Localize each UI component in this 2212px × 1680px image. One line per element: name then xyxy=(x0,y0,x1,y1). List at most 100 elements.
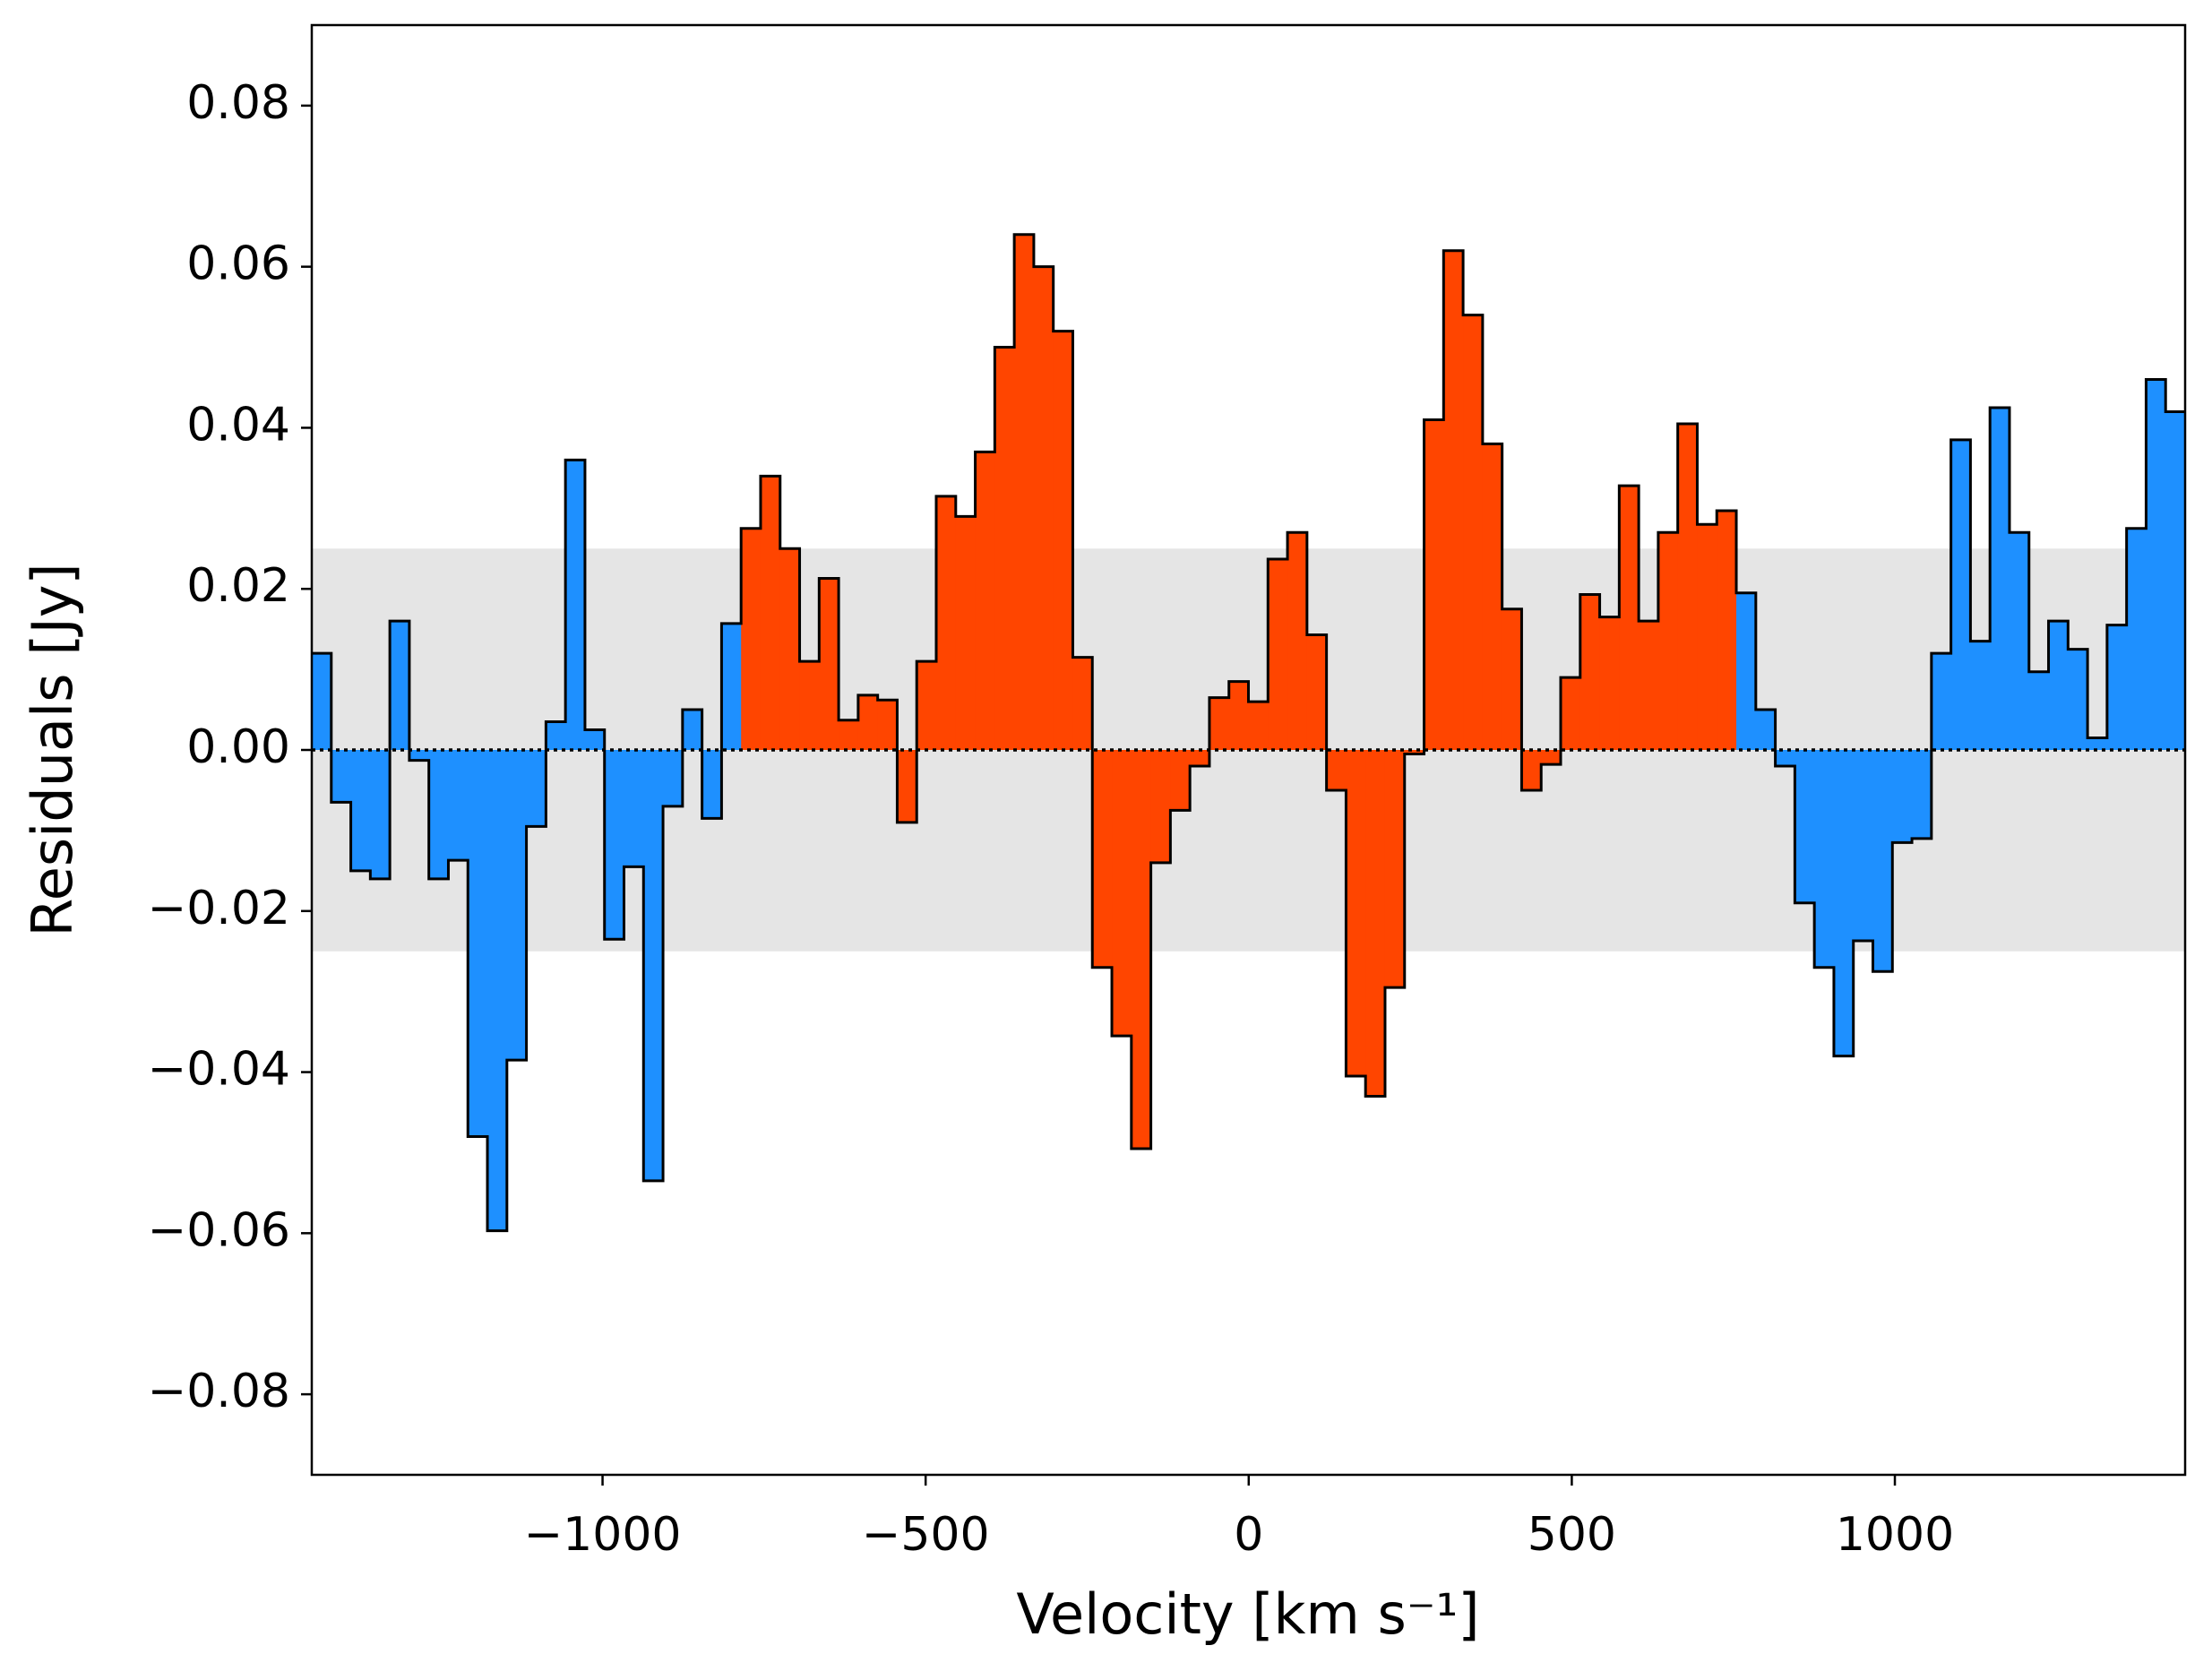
bar xyxy=(1170,750,1191,811)
y-tick-label: 0.08 xyxy=(186,76,290,130)
bar xyxy=(1990,407,2010,750)
bar xyxy=(1775,750,1795,766)
bar xyxy=(1755,710,1777,750)
y-tick-label: 0.02 xyxy=(186,559,290,613)
y-axis-label: Residuals [Jy] xyxy=(20,563,85,936)
bar xyxy=(1287,532,1308,750)
bar xyxy=(468,750,488,1137)
bar xyxy=(799,661,820,750)
bar xyxy=(2087,737,2108,750)
bar xyxy=(1970,641,1991,750)
bar xyxy=(975,452,995,750)
bar xyxy=(546,721,566,750)
x-tick-label: 1000 xyxy=(1836,1508,1954,1562)
bar xyxy=(1443,250,1464,750)
bar xyxy=(1599,616,1620,750)
bar xyxy=(390,621,410,750)
bar xyxy=(331,750,352,803)
bar xyxy=(663,750,684,806)
y-tick-label: 0.04 xyxy=(186,398,290,452)
bar xyxy=(1814,750,1835,968)
bar xyxy=(1326,750,1347,790)
bar xyxy=(1892,750,1913,843)
bar xyxy=(877,700,899,750)
bar xyxy=(897,750,917,823)
bar xyxy=(917,661,937,750)
x-tick-label: 0 xyxy=(1234,1508,1263,1562)
bar xyxy=(1717,511,1737,750)
bar xyxy=(1072,657,1093,750)
bar xyxy=(1228,681,1250,750)
y-tick-label: 0.06 xyxy=(186,237,290,291)
plot-area xyxy=(312,233,2185,1233)
bar xyxy=(624,750,644,867)
bar xyxy=(1502,608,1523,750)
bar xyxy=(350,750,371,871)
bar xyxy=(1424,419,1444,750)
bar xyxy=(1053,331,1074,750)
bar xyxy=(2126,528,2147,750)
bar xyxy=(1384,750,1406,988)
bar xyxy=(1872,750,1893,972)
bar xyxy=(936,495,957,750)
bar xyxy=(1365,750,1386,1097)
bar xyxy=(1521,750,1542,790)
bar xyxy=(428,750,450,879)
bar xyxy=(1131,750,1152,1149)
bar xyxy=(1112,750,1132,1037)
bar xyxy=(1931,653,1952,750)
bar xyxy=(1853,750,1874,942)
bar xyxy=(1677,423,1699,750)
bar xyxy=(1579,594,1601,750)
bar xyxy=(2068,649,2088,750)
bar xyxy=(312,653,332,750)
bar xyxy=(2028,671,2050,750)
bar xyxy=(1463,314,1484,750)
bar xyxy=(1541,750,1562,765)
bar xyxy=(1014,234,1035,750)
bar xyxy=(1482,444,1503,750)
bar xyxy=(526,750,547,827)
bar xyxy=(994,347,1015,750)
y-tick-label: −0.02 xyxy=(148,882,290,935)
bar xyxy=(1912,750,1932,839)
bar xyxy=(2165,411,2185,750)
bar xyxy=(2009,532,2030,750)
bar xyxy=(1404,750,1425,754)
bar xyxy=(1639,621,1659,750)
bar xyxy=(1736,592,1757,750)
bar xyxy=(370,750,391,879)
bar xyxy=(819,578,839,750)
bar xyxy=(1346,750,1366,1077)
step-outline xyxy=(312,233,2185,1233)
bar xyxy=(584,729,606,750)
bar xyxy=(2146,379,2166,750)
bar xyxy=(741,528,762,750)
x-tick-label: −1000 xyxy=(524,1508,682,1562)
y-tick-label: −0.04 xyxy=(148,1043,290,1097)
bar xyxy=(682,710,703,750)
bar xyxy=(2048,621,2069,750)
bar xyxy=(604,750,625,940)
bar xyxy=(487,750,508,1231)
bar xyxy=(409,750,430,761)
bar xyxy=(1248,702,1269,750)
bar xyxy=(1268,558,1288,750)
bar xyxy=(1561,677,1581,750)
bar xyxy=(1092,750,1113,968)
bar xyxy=(506,750,528,1061)
bar xyxy=(839,719,859,750)
bar xyxy=(1795,750,1815,903)
bar xyxy=(1306,634,1328,750)
bar xyxy=(1950,439,1972,750)
y-tick-label: −0.06 xyxy=(148,1203,290,1257)
x-tick-label: 500 xyxy=(1528,1508,1616,1562)
bar xyxy=(565,460,586,750)
bar xyxy=(857,694,879,750)
bar xyxy=(448,750,469,861)
x-tick-label: −500 xyxy=(862,1508,990,1562)
bar xyxy=(2106,625,2128,750)
bar xyxy=(1657,532,1679,750)
